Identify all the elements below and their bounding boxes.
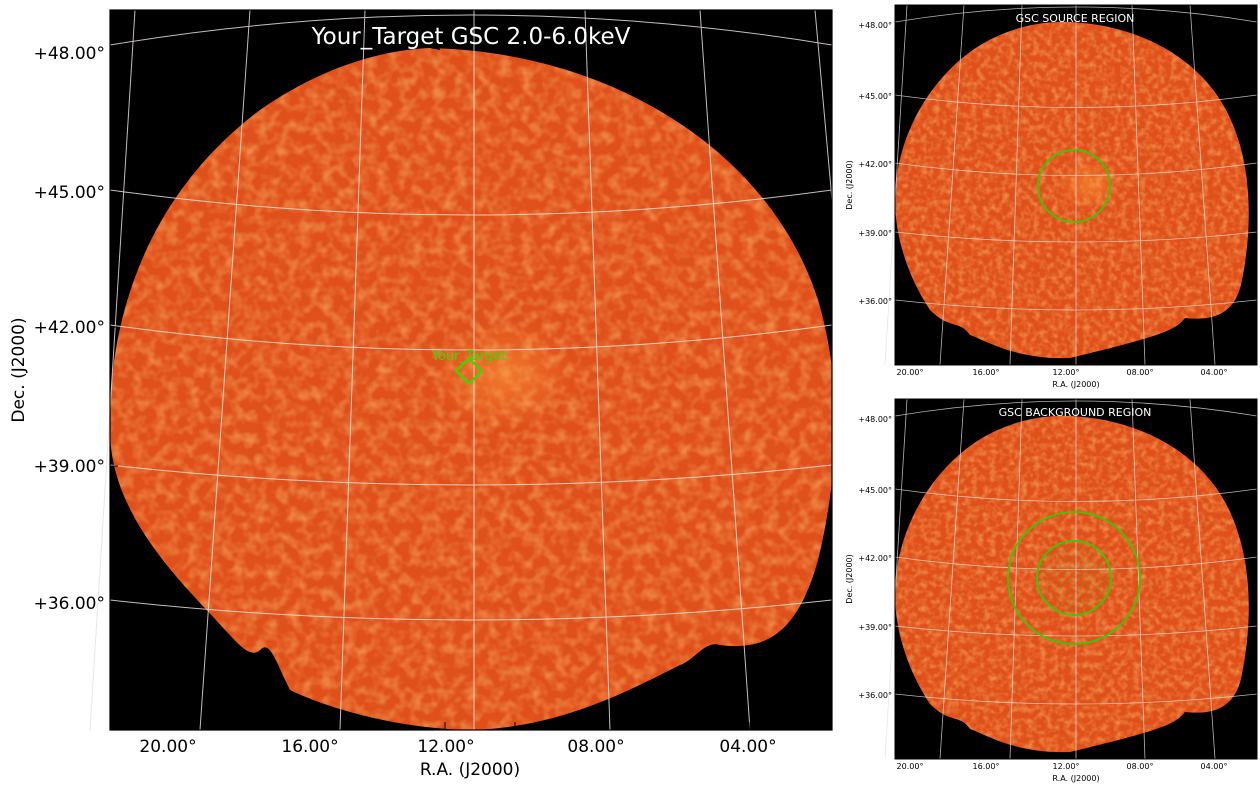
background-sky-map: GSC BACKGROUND REGION +48.00° +45.00° +4…: [845, 398, 1258, 783]
main-ytick: +39.00°: [34, 457, 105, 477]
background-ytick: +39.00°: [858, 623, 892, 632]
background-xtick: 12.00°: [1053, 762, 1080, 771]
source-panel-title: GSC SOURCE REGION: [1016, 12, 1135, 25]
background-xlabel: R.A. (J2000): [1052, 774, 1099, 783]
source-coordinate-grid: [884, 4, 1258, 366]
main-ytick: +45.00°: [34, 183, 105, 203]
source-xtick: 16.00°: [973, 368, 1000, 377]
main-ylabel: Dec. (J2000): [9, 317, 29, 422]
source-xtick: 12.00°: [1053, 368, 1080, 377]
background-ytick: +45.00°: [858, 486, 892, 495]
target-marker-diamond: [454, 356, 484, 386]
main-coordinate-grid: [89, 9, 833, 731]
background-excluded-source-circle: [1036, 540, 1112, 616]
main-xtick: 20.00°: [139, 737, 196, 757]
source-field-of-view: [895, 21, 1249, 359]
main-sky-map: Your_Target Your_Target GSC 2.0-6.0keV +…: [9, 9, 833, 780]
main-axis-ticks: [110, 52, 751, 730]
source-ytick: +45.00°: [858, 92, 892, 101]
source-sky-map: GSC SOURCE REGION +48.00° +45.00° +42.00…: [845, 4, 1258, 389]
source-ytick: +42.00°: [858, 160, 892, 169]
main-xtick: 04.00°: [719, 737, 776, 757]
source-ytick: +36.00°: [858, 297, 892, 306]
main-xlabel: R.A. (J2000): [420, 760, 520, 780]
background-outer-circle: [1007, 511, 1141, 645]
source-xtick: 04.00°: [1201, 368, 1228, 377]
main-xtick: 12.00°: [417, 737, 474, 757]
source-xlabel: R.A. (J2000): [1052, 380, 1099, 389]
source-ytick: +39.00°: [858, 229, 892, 238]
background-ytick: +36.00°: [858, 691, 892, 700]
main-title: Your_Target GSC 2.0-6.0keV: [311, 24, 631, 50]
main-ytick: +36.00°: [34, 594, 105, 614]
background-xtick: 20.00°: [897, 762, 924, 771]
background-panel-title: GSC BACKGROUND REGION: [999, 406, 1152, 419]
main-ytick: +42.00°: [34, 318, 105, 338]
source-ytick: +48.00°: [858, 21, 892, 30]
main-xtick: 08.00°: [567, 737, 624, 757]
background-coordinate-grid: [884, 398, 1258, 760]
source-xtick: 08.00°: [1127, 368, 1154, 377]
source-emission: [435, 320, 575, 430]
main-field-of-view: [110, 48, 832, 730]
main-xtick: 16.00°: [281, 737, 338, 757]
background-ytick: +48.00°: [858, 415, 892, 424]
main-ytick: +48.00°: [34, 44, 105, 64]
background-xtick: 04.00°: [1201, 762, 1228, 771]
source-ylabel: Dec. (J2000): [845, 160, 854, 210]
background-xtick: 08.00°: [1127, 762, 1154, 771]
target-label: Your_Target: [431, 349, 506, 364]
background-xtick: 16.00°: [973, 762, 1000, 771]
background-ytick: +42.00°: [858, 554, 892, 563]
background-region-panel: GSC BACKGROUND REGION +48.00° +45.00° +4…: [840, 394, 1260, 788]
background-ylabel: Dec. (J2000): [845, 554, 854, 604]
source-region-circle: [1037, 149, 1111, 223]
source-region-panel: GSC SOURCE REGION +48.00° +45.00° +42.00…: [840, 0, 1260, 392]
main-image-panel: Your_Target Your_Target GSC 2.0-6.0keV +…: [9, 9, 833, 780]
source-xtick: 20.00°: [897, 368, 924, 377]
